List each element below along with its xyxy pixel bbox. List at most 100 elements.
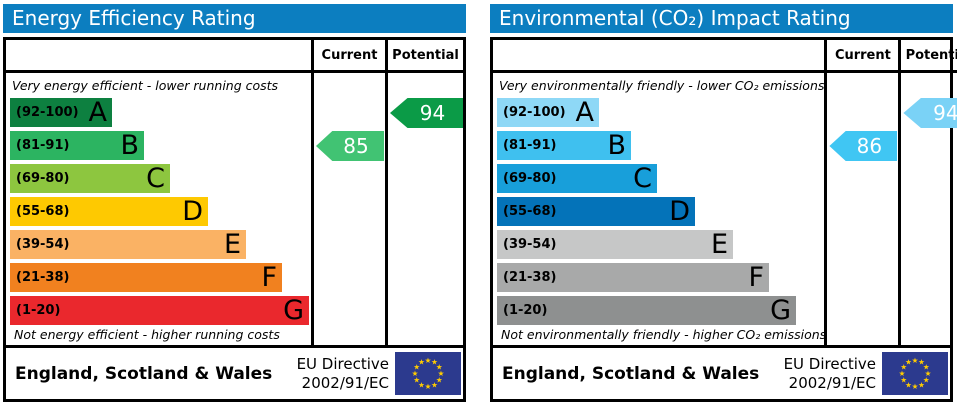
svg-text:★: ★ [900,376,907,385]
eu-directive-label: EU Directive 2002/91/EC [784,355,882,393]
band-g: (1-20) G [10,296,309,325]
bottom-caption: Not environmentally friendly - higher CO… [501,327,827,342]
svg-text:★: ★ [918,380,925,389]
band-f: (21-38) F [10,263,282,292]
svg-text:★: ★ [905,380,912,389]
band-e: (39-54) E [10,230,246,259]
potential-rating-arrow: 94 [903,98,957,128]
band-range: (1-20) [16,303,61,318]
eu-directive-line2: 2002/91/EC [788,373,876,392]
svg-text:★: ★ [413,363,420,372]
band-range: (55-68) [16,204,70,219]
eu-directive-line1: EU Directive [296,354,389,373]
eu-directive-line2: 2002/91/EC [301,373,389,392]
panel-title: Environmental (CO₂) Impact Rating [490,4,953,33]
band-c: (69-80) C [497,164,657,193]
band-range: (92-100) [16,105,79,120]
band-e: (39-54) E [497,230,733,259]
band-row: (39-54) E [10,230,311,259]
band-d: (55-68) D [497,197,695,226]
current-column: 86 [824,73,898,345]
band-f: (21-38) F [497,263,769,292]
band-row: (69-80) C [10,164,311,193]
top-caption: Very environmentally friendly - lower CO… [499,78,825,93]
band-row: (55-68) D [497,197,824,226]
svg-text:★: ★ [923,376,930,385]
band-letter: G [770,295,791,326]
region-label: England, Scotland & Wales [15,363,273,384]
band-a: (92-100) A [497,98,599,127]
band-letter: E [223,229,241,260]
band-b: (81-91) B [497,131,631,160]
svg-text:★: ★ [413,376,420,385]
band-letter: D [669,196,690,227]
svg-text:★: ★ [900,363,907,372]
band-range: (21-38) [503,270,557,285]
current-column-header: Current [311,40,385,73]
band-range: (55-68) [503,204,557,219]
band-row: (55-68) D [10,197,311,226]
band-letter: A [88,97,107,128]
potential-column-header: Potential [385,40,463,73]
band-letter: A [575,97,594,128]
svg-text:★: ★ [425,356,432,365]
band-range: (81-91) [503,138,557,153]
rating-table: Current Potential Very energy efficient … [3,37,466,402]
band-range: (69-80) [16,171,70,186]
band-b: (81-91) B [10,131,144,160]
band-g: (1-20) G [497,296,796,325]
svg-text:★: ★ [899,369,906,378]
band-c: (69-80) C [10,164,170,193]
svg-text:★: ★ [438,369,445,378]
svg-text:★: ★ [412,369,419,378]
environmental-impact-panel: Environmental (CO₂) Impact Rating Curren… [490,4,957,402]
band-a: (92-100) A [10,98,112,127]
band-row: (81-91) B [10,131,311,160]
band-letter: C [633,163,652,194]
band-range: (92-100) [503,105,566,120]
header-spacer [6,40,311,73]
current-rating-arrow: 86 [829,131,898,161]
band-row: (81-91) B [497,131,824,160]
potential-column: 94 [898,73,957,345]
svg-text:★: ★ [923,363,930,372]
svg-text:★: ★ [925,369,932,378]
band-range: (21-38) [16,270,70,285]
eu-directive-line1: EU Directive [783,354,876,373]
current-rating-arrow: 85 [316,131,384,161]
band-letter: D [182,196,203,227]
band-row: (1-20) G [10,296,311,325]
band-row: (1-20) G [497,296,824,325]
bands-area: Very environmentally friendly - lower CO… [493,73,827,345]
svg-text:★: ★ [905,358,912,367]
energy-efficiency-panel: Energy Efficiency Rating Current Potenti… [3,4,466,402]
eu-flag-icon: ★ ★ ★★ ★★ ★★ ★★ ★★ [395,352,461,395]
current-column: 85 [311,73,385,345]
top-caption: Very energy efficient - lower running co… [12,78,279,93]
band-range: (1-20) [503,303,548,318]
header-spacer [493,40,825,73]
panel-title: Energy Efficiency Rating [3,4,466,33]
band-range: (69-80) [503,171,557,186]
potential-column: 94 [385,73,463,345]
band-letter: C [146,163,165,194]
rating-table: Current Potential Very environmentally f… [490,37,957,402]
bottom-caption: Not energy efficient - higher running co… [14,327,280,342]
band-row: (69-80) C [497,164,824,193]
band-range: (81-91) [16,138,70,153]
band-row: (92-100) A [10,98,311,127]
band-letter: B [607,130,626,161]
svg-text:★: ★ [425,382,432,391]
band-letter: B [120,130,139,161]
band-letter: F [748,262,764,293]
band-row: (92-100) A [497,98,824,127]
potential-column-header: Potential [898,40,957,73]
eu-directive-label: EU Directive 2002/91/EC [297,355,395,393]
table-footer: England, Scotland & Wales EU Directive 2… [493,345,950,399]
svg-text:★: ★ [418,358,425,367]
svg-text:★: ★ [918,358,925,367]
potential-rating-arrow: 94 [390,98,463,128]
band-range: (39-54) [16,237,70,252]
current-column-header: Current [824,40,899,73]
